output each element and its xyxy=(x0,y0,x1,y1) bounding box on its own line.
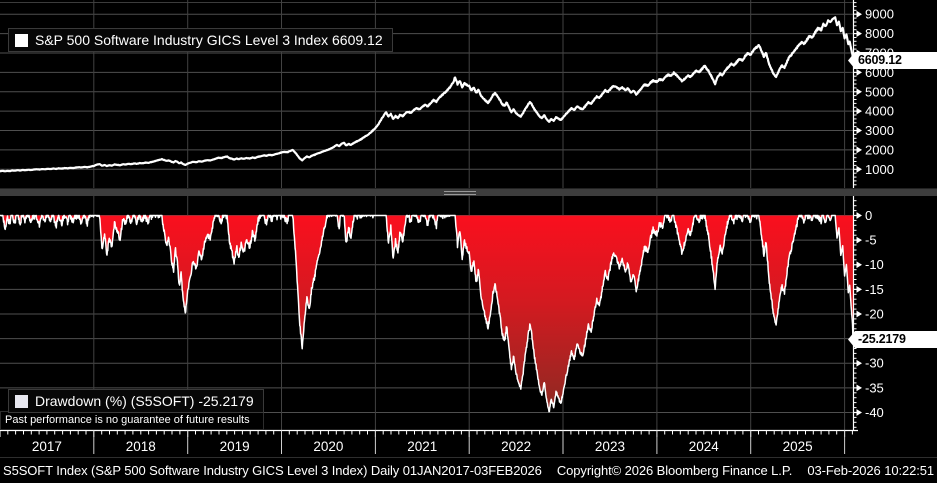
y-axis-tick-arrow-icon xyxy=(856,68,862,76)
y-axis-tick-label: -10 xyxy=(865,257,884,272)
y-axis-tick-arrow-icon xyxy=(856,310,862,318)
y-axis-tick-arrow-icon xyxy=(856,127,862,134)
drawdown-legend-label: Drawdown (%) (S5SOFT) -25.2179 xyxy=(35,393,254,409)
y-axis-tick-arrow-icon xyxy=(856,261,862,269)
x-axis-year-label: 2020 xyxy=(313,439,343,454)
y-axis-tick-arrow-icon xyxy=(856,10,862,18)
y-axis-tick-arrow-icon xyxy=(856,359,862,367)
status-bar: S5SOFT Index (S&P 500 Software Industry … xyxy=(0,457,937,483)
index-line[interactable] xyxy=(0,16,855,173)
y-axis-tick-label: -30 xyxy=(865,356,884,371)
status-timestamp: 03-Feb-2026 10:22:51 xyxy=(807,463,934,478)
drawdown-legend[interactable]: Drawdown (%) (S5SOFT) -25.2179 xyxy=(8,389,264,413)
y-axis-tick-arrow-icon xyxy=(856,285,862,293)
y-axis-tick-arrow-icon xyxy=(856,212,862,219)
divider-grip-icon[interactable] xyxy=(444,191,476,192)
y-axis-tick-label: -15 xyxy=(865,282,884,297)
y-axis-tick-arrow-icon xyxy=(856,88,862,96)
drawdown-last-value-tag: -25.2179 xyxy=(848,331,937,348)
drawdown-line[interactable] xyxy=(0,214,854,413)
x-axis-year-label: 2017 xyxy=(32,439,62,454)
index-last-value-tag: 6609.12 xyxy=(848,52,937,69)
index-legend[interactable]: S&P 500 Software Industry GICS Level 3 I… xyxy=(8,28,393,52)
x-axis-year-label: 2022 xyxy=(501,439,531,454)
y-axis-tick-label: 8000 xyxy=(865,26,894,41)
panel-divider[interactable] xyxy=(0,188,937,196)
drawdown-series-swatch-icon xyxy=(15,394,28,408)
index-legend-label: S&P 500 Software Industry GICS Level 3 I… xyxy=(35,32,383,48)
y-axis-tick-label: 9000 xyxy=(865,7,894,22)
x-axis-year-label: 2021 xyxy=(407,439,437,454)
y-axis-tick-arrow-icon xyxy=(856,146,862,154)
y-axis-tick-label: 0 xyxy=(865,208,872,223)
divider-grip-icon[interactable] xyxy=(444,194,476,195)
y-axis-tick-label: -5 xyxy=(865,233,877,248)
y-axis-tick-label: 4000 xyxy=(865,104,894,119)
y-axis-tick-label: 5000 xyxy=(865,84,894,99)
y-axis-tick-label: 1000 xyxy=(865,162,894,177)
x-axis-year-label: 2023 xyxy=(595,439,625,454)
y-axis-tick-label: 3000 xyxy=(865,123,894,138)
y-axis-tick-label: -40 xyxy=(865,405,884,420)
x-axis-year-label: 2018 xyxy=(126,439,156,454)
y-axis-tick-arrow-icon xyxy=(856,384,862,392)
y-axis-tick-label: -20 xyxy=(865,306,884,321)
disclaimer-note: Past performance is no guarantee of futu… xyxy=(0,411,264,430)
y-axis-tick-arrow-icon xyxy=(856,165,862,173)
status-copyright: Copyright© 2026 Bloomberg Finance L.P. xyxy=(556,463,793,478)
y-axis-tick-arrow-icon xyxy=(856,107,862,115)
x-axis-year-label: 2019 xyxy=(220,439,250,454)
index-series-swatch-icon xyxy=(15,33,28,47)
y-axis-tick-arrow-icon xyxy=(856,409,862,416)
y-axis-tick-arrow-icon xyxy=(856,236,862,244)
x-axis-year-label: 2025 xyxy=(783,439,813,454)
y-axis-tick-arrow-icon xyxy=(856,30,862,37)
drawdown-area[interactable] xyxy=(0,215,853,412)
x-axis-year-label: 2024 xyxy=(689,439,720,454)
y-axis-tick-label: 2000 xyxy=(865,142,894,157)
y-axis-tick-label: -35 xyxy=(865,380,884,395)
status-security-info: S5SOFT Index (S&P 500 Software Industry … xyxy=(3,463,542,478)
